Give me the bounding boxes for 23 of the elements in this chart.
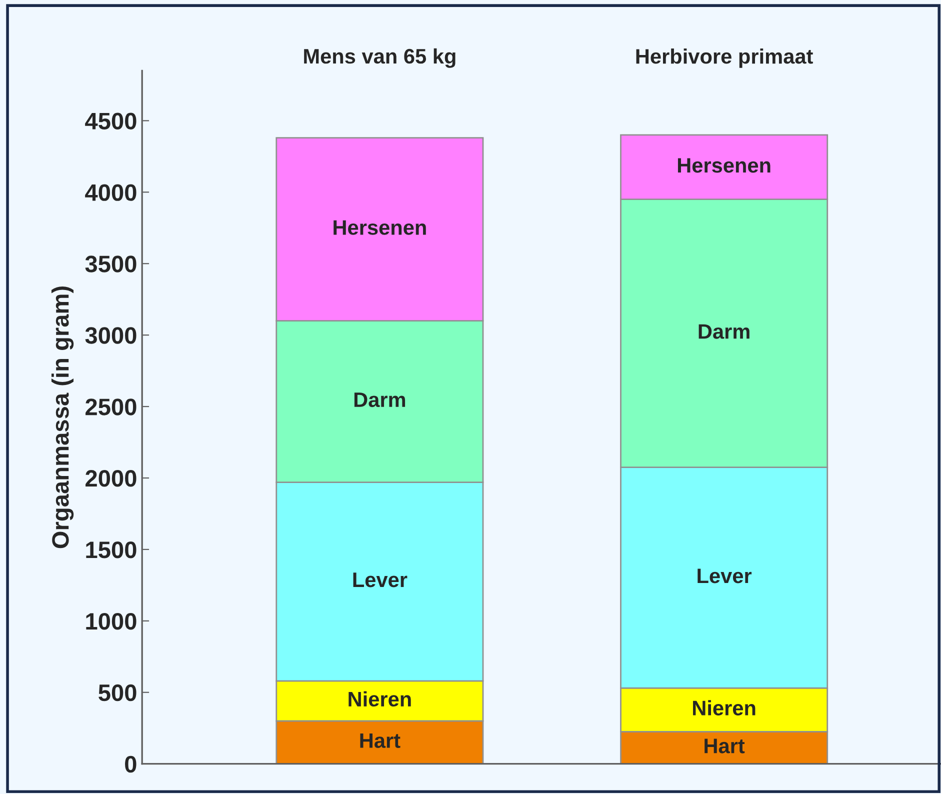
text: Hart: [360, 733, 400, 748]
series-label: Lever: [698, 568, 752, 584]
text: Darm: [698, 324, 750, 339]
y-tick-label: 1000: [86, 612, 136, 630]
text: Nieren: [693, 700, 756, 716]
y-tick-label: 4000: [85, 184, 136, 201]
series-label: Hersenen: [678, 158, 770, 173]
y-axis-title: Orgaanmassa (in gram): [51, 286, 74, 548]
text: Hersenen: [334, 220, 426, 235]
y-tick-label: 3500: [85, 256, 136, 272]
y-tick-label: 0: [125, 756, 136, 773]
x-tick-label: Herbivore primaat: [636, 48, 813, 68]
y-tick-label: 500: [98, 684, 136, 702]
y-tick-label: 3000: [85, 327, 136, 344]
y-tick-label: 4500: [85, 112, 136, 130]
y-tick-label: 1500: [86, 542, 136, 558]
series-label: Nieren: [348, 691, 411, 707]
series-label: Hart: [704, 738, 745, 754]
y-tick-label: 2000: [86, 470, 136, 487]
y-tick-label: 2500: [86, 398, 136, 416]
x-tick-label: Mens van 65 kg: [304, 48, 456, 68]
series-label: Darm: [354, 392, 406, 408]
text: Lever: [353, 572, 408, 588]
